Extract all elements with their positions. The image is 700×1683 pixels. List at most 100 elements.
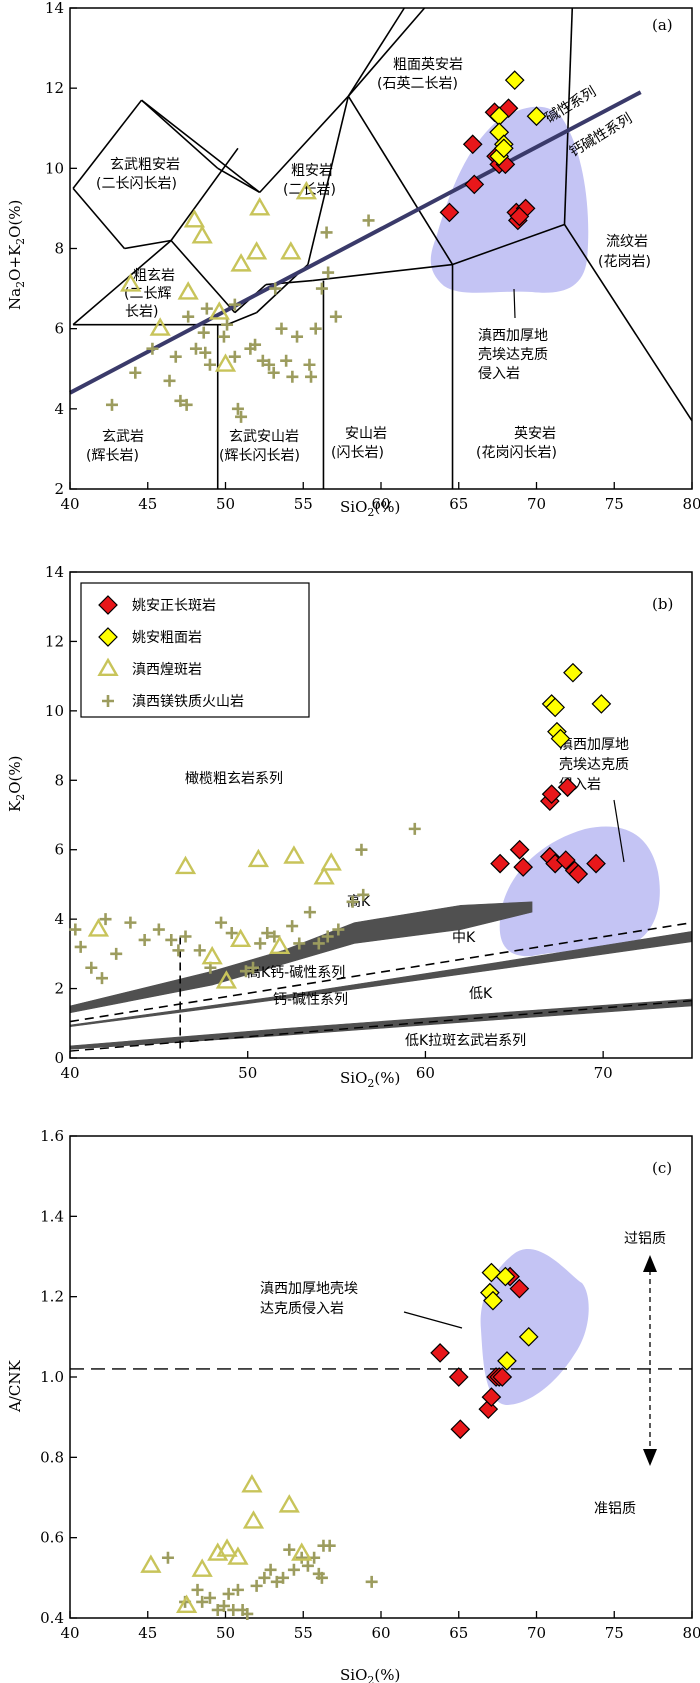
field-label-line: 达克质侵入岩 [260,1300,344,1317]
magnesian-point [102,695,114,707]
huangban-point [214,353,237,372]
huangban-point [216,1538,238,1557]
magnesian-point [305,370,318,383]
x-tick-label: 70 [527,495,546,513]
magnesian-point [69,923,82,936]
magnesian-point [263,358,276,371]
cumianyan-point [98,627,118,647]
magnesian-point [250,1579,263,1592]
field-label: 高K钙-碱性系列 [247,964,345,981]
magnesian-point [228,350,241,363]
y-axis-label-c: A/CNK [6,1360,24,1413]
magnesian-point [217,330,230,343]
magnesian-point [95,972,108,985]
zhengchang-point [448,1367,469,1387]
x-axis-label-c: SiO2(%) [340,1666,400,1683]
magnesian-point [277,1571,290,1584]
magnesian-point [256,354,269,367]
field-label: 粗安岩 [291,163,333,179]
x-tick-label: 40 [60,495,79,513]
zhengchang-point [586,853,606,874]
huangban-point [247,848,270,868]
field-label: (二长闪长岩) [96,176,177,192]
huangban-point [291,1542,313,1561]
adakite-field-label-a: 滇西加厚地 壳埃达克质 侵入岩 [478,288,548,382]
magnesian-point [221,318,234,331]
y-tick-label: 1.2 [40,1288,64,1306]
calcalkaline-series-label: 钙碱性系列 [567,111,635,161]
magnesian-point [222,1587,235,1600]
magnesian-point [303,906,316,919]
zhengchang-point [509,206,530,227]
aluminosity-arrow: 过铝质 准铝质 [594,1231,666,1517]
magnesian-point [197,326,210,339]
magnesian-point [163,374,176,387]
cumianyan-point [495,1266,516,1287]
magnesian-point [249,338,262,351]
legend-label: 姚安粗面岩 [132,630,202,646]
magnesian-point [365,1575,378,1588]
y-tick-label: 14 [45,0,64,17]
zhengchang-point [490,853,510,874]
magnesian-point [362,214,375,227]
magnesian-point [124,916,137,929]
tas-boundary [170,239,236,314]
x-tick-label: 65 [449,1624,468,1642]
field-label: 粗面英安岩 [393,56,463,73]
magnesian-point [99,913,112,926]
y-tick-label: 2 [54,480,64,498]
y-tick-label: 1.4 [40,1207,64,1225]
zhengchang-point [509,839,530,860]
tas-boundary [72,99,143,189]
magnesian-point [346,895,359,908]
zhengchang-point [462,134,483,155]
magnesian-point [203,1591,216,1604]
field-label: 橄榄粗玄岩系列 [185,770,283,787]
huangban-point [249,197,271,216]
huangban-point [201,945,223,965]
panel-c-axes: 40 45 50 55 60 65 70 75 80 0.4 0.6 0.8 1.0 1.2 1.4 1.6 [40,1127,700,1642]
field-label: (辉长闪长岩) [219,448,300,464]
magnesian-point [191,1583,204,1596]
x-tick-label: 45 [138,1624,157,1642]
y-tick-label: 0.6 [40,1529,64,1547]
huangban-point [120,273,142,292]
x-tick-label: 60 [416,1064,435,1082]
field-label-line: 壳埃达克质 [478,346,548,363]
magnesian-point [239,965,252,978]
magnesian-point [200,302,213,315]
magnesian-point [85,961,98,974]
huangban-point [295,180,317,200]
x-tick-label: 60 [371,495,390,513]
panel-c-points [140,1262,539,1620]
magnesian-point [215,916,228,929]
huangban-point [283,845,305,864]
tas-boundary [307,95,350,265]
legend-label: 姚安正长斑岩 [132,598,216,614]
magnesian-point [280,354,293,367]
magnesian-point [287,1563,300,1576]
peraluminous-label: 过铝质 [624,1231,666,1247]
cumianyan-point [504,70,525,90]
tas-boundary [217,167,261,194]
field-label-line: 滇西加厚地壳埃 [260,1280,358,1297]
magnesian-point [231,402,244,415]
magnesian-point [211,1603,224,1616]
x-tick-label: 50 [216,495,235,513]
cumianyan-point [483,1290,503,1311]
y-tick-label: 12 [45,79,64,97]
zhengchang-point [481,1387,502,1407]
x-tick-label: 55 [294,495,313,513]
magnesian-point [110,947,123,960]
y-tick-label: 6 [54,841,64,859]
magnesian-point [105,398,118,411]
panel-label-b: (b) [652,595,673,613]
magnesian-point [312,937,325,950]
huangban-point [269,935,291,954]
alkaline-boundary-line [69,90,642,395]
tas-boundary [312,263,453,282]
tas-boundary [72,187,126,250]
y-axis-label-b: K2O(%) [6,756,27,812]
magnesian-point [129,366,142,379]
huangban-point [97,657,119,677]
